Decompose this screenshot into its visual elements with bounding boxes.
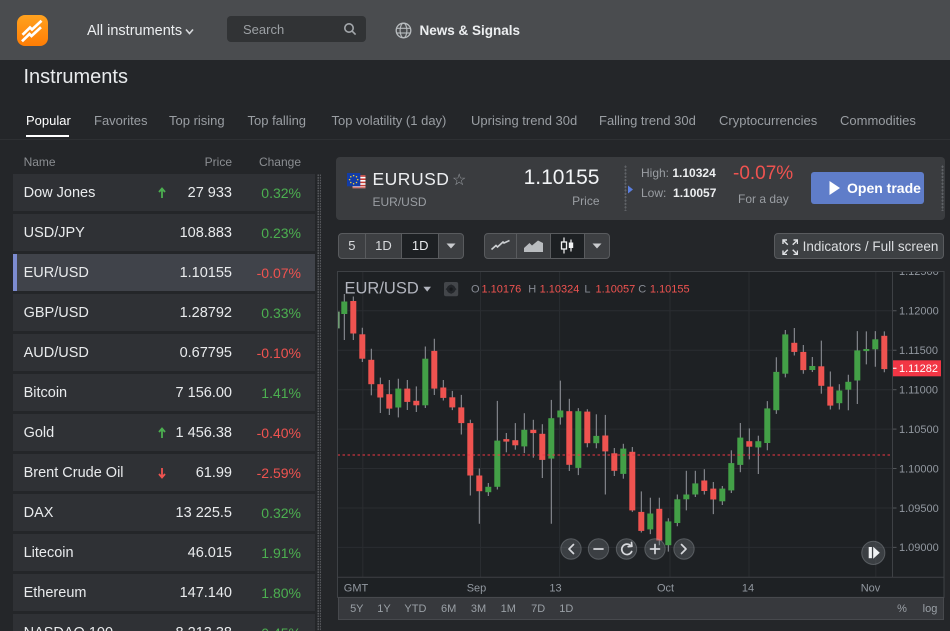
svg-text:C: C [638,283,646,295]
svg-text:13: 13 [549,582,561,594]
svg-text:EUR/USD: EUR/USD [345,280,419,298]
svg-text:L: L [584,283,590,295]
svg-text:1.10176: 1.10176 [482,283,522,295]
svg-text:1.10000: 1.10000 [899,463,939,475]
svg-text:1.12000: 1.12000 [899,306,939,318]
svg-text:H: H [528,283,536,295]
svg-text:Nov: Nov [861,582,881,594]
svg-text:1.09500: 1.09500 [899,503,939,515]
svg-text:1.11282: 1.11282 [899,363,938,375]
svg-text:1.10324: 1.10324 [540,283,580,295]
svg-text:O: O [471,283,480,295]
svg-text:1.11500: 1.11500 [899,345,938,357]
svg-text:1.11000: 1.11000 [899,385,938,397]
svg-text:1.09000: 1.09000 [899,542,939,554]
svg-text:Oct: Oct [657,582,674,594]
svg-text:14: 14 [742,582,754,594]
svg-text:1.12500: 1.12500 [899,266,939,278]
svg-text:1.10155: 1.10155 [650,283,690,295]
svg-text:1.10500: 1.10500 [899,424,939,436]
svg-text:1.10057: 1.10057 [596,283,636,295]
svg-text:GMT: GMT [344,582,369,594]
svg-text:Sep: Sep [467,582,487,594]
